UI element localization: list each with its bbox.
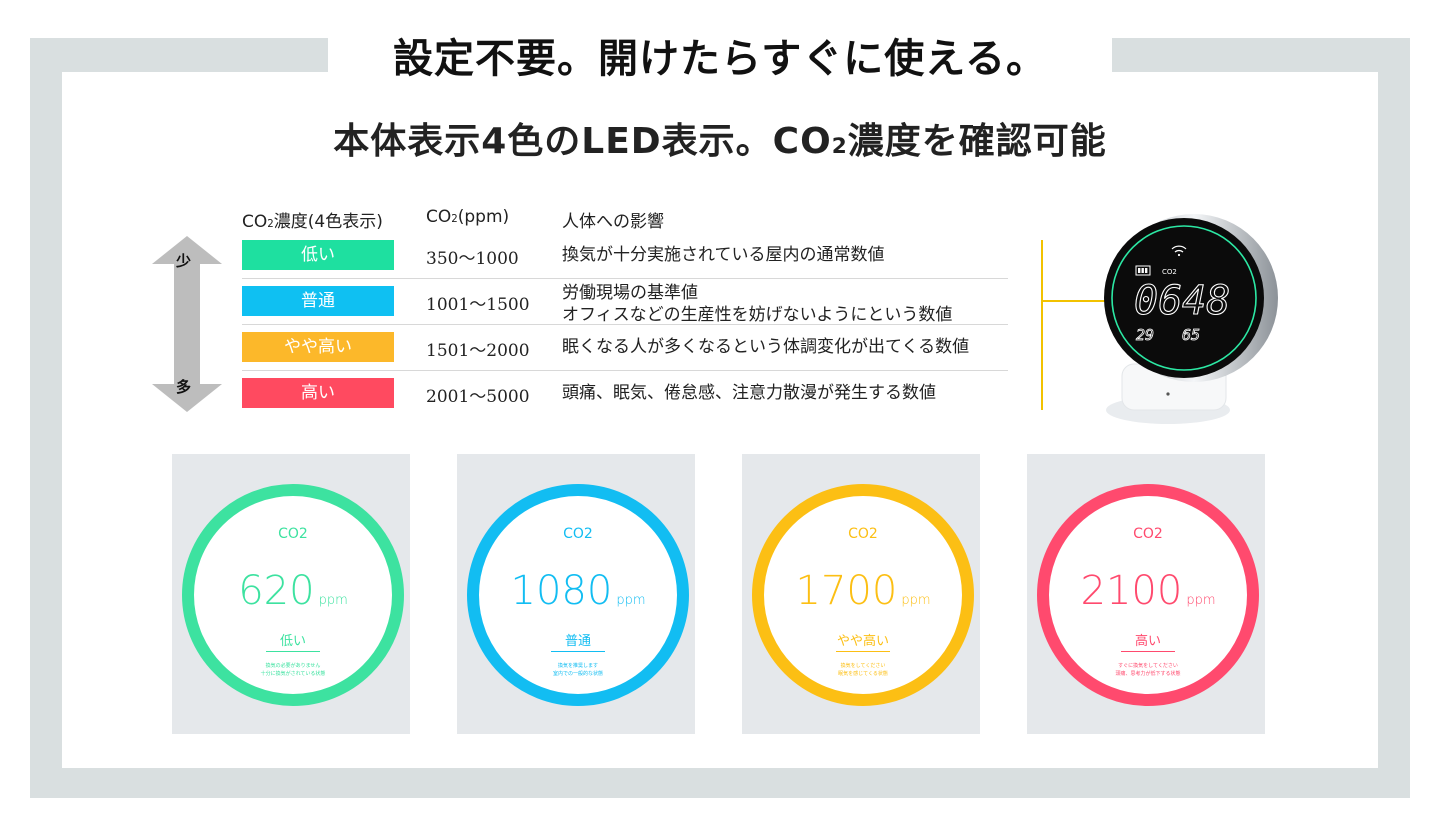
effect-line-1: 換気が十分実施されている屋内の通常数値 <box>562 245 885 265</box>
level-pill-low: 低い <box>242 240 394 270</box>
card-level: 普通 <box>564 634 591 649</box>
card-unit: ppm <box>616 593 646 608</box>
card-co2-label: CO2 <box>848 526 878 542</box>
card-level-underline <box>1121 651 1175 652</box>
co2-card-high: CO2 2100 ppm 高い すぐに換気をしてください 頭痛、思考力が低下する状態 <box>1027 454 1265 734</box>
card-note: 換気の必要がありません 十分に換気がされている状態 <box>224 662 362 678</box>
title-backdrop <box>328 22 1112 84</box>
header-co2-ppm: CO2(ppm) <box>426 207 509 227</box>
table-row: 普通 1001〜1500 労働現場の基準値 オフィスなどの生産性を妨げないように… <box>242 283 1008 326</box>
co2-card-low: CO2 620 ppm 低い 換気の必要がありません 十分に換気がされている状態 <box>172 454 410 734</box>
ppm-range: 1501〜2000 <box>426 341 530 361</box>
effect-line-1: 眠くなる人が多くなるという体調変化が出てくる数値 <box>562 337 970 357</box>
card-note-line-1: 換気を推奨します <box>557 663 598 669</box>
ppm-range: 2001〜5000 <box>426 387 530 407</box>
ppm-range: 350〜1000 <box>426 249 519 269</box>
co2-card-slightly-high: CO2 1700 ppm やや高い 換気をしてください 眠気を感じてくる状態 <box>742 454 980 734</box>
card-value-line: 2100 ppm <box>1049 568 1247 614</box>
subtitle-prefix: 本体表示4色のLED表示。CO <box>333 121 832 162</box>
device-co2-label: CO2 <box>1162 268 1177 276</box>
ppm-range: 1001〜1500 <box>426 295 530 315</box>
card-note-line-1: 換気をしてください <box>840 663 886 669</box>
co2-card-normal: CO2 1080 ppm 普通 換気を推奨します 室内での一般的な状態 <box>457 454 695 734</box>
card-note-line-2: 眠気を感じてくる状態 <box>838 671 888 677</box>
card-note: 換気をしてください 眠気を感じてくる状態 <box>794 662 932 678</box>
card-level-underline <box>551 651 605 652</box>
row-divider <box>242 370 1008 371</box>
co2-ring: CO2 1700 ppm やや高い 換気をしてください 眠気を感じてくる状態 <box>752 484 974 706</box>
header-co2-ppm-prefix: CO <box>426 207 452 227</box>
card-level: 高い <box>1134 634 1161 649</box>
co2-ring: CO2 1080 ppm 普通 換気を推奨します 室内での一般的な状態 <box>467 484 689 706</box>
subtitle-subscript: 2 <box>831 134 848 159</box>
device-humidity: 65 <box>1182 326 1200 344</box>
device-temperature: 29 <box>1136 326 1154 344</box>
card-note: すぐに換気をしてください 頭痛、思考力が低下する状態 <box>1079 662 1217 678</box>
co2-monitor-device: CO2 0648 29 65 <box>1104 214 1278 424</box>
header-co2-level-sub: 2 <box>267 219 274 230</box>
effect-text: 労働現場の基準値 オフィスなどの生産性を妨げないようにという数値 <box>562 282 952 326</box>
card-unit: ppm <box>318 593 348 608</box>
card-value: 2100 <box>1080 568 1183 614</box>
effect-line-2: オフィスなどの生産性を妨げないようにという数値 <box>562 305 953 325</box>
header-co2-ppm-suffix: (ppm) <box>457 207 510 227</box>
card-value-line: 1700 ppm <box>764 568 962 614</box>
header-co2-level-suffix: 濃度(4色表示) <box>273 212 383 232</box>
device-reading: 0648 <box>1134 278 1230 324</box>
row-divider <box>242 278 1008 279</box>
row-divider <box>242 324 1008 325</box>
card-note-line-1: すぐに換気をしてください <box>1118 663 1178 669</box>
header-effect: 人体への影響 <box>562 212 664 232</box>
co2-ring: CO2 2100 ppm 高い すぐに換気をしてください 頭痛、思考力が低下する状態 <box>1037 484 1259 706</box>
card-level: やや高い <box>836 634 889 649</box>
card-unit: ppm <box>1186 593 1216 608</box>
card-co2-label: CO2 <box>563 526 593 542</box>
card-value: 1080 <box>510 568 613 614</box>
header-co2-level: CO2濃度(4色表示) <box>242 207 383 232</box>
page-title: 設定不要。開けたらすぐに使える。 <box>393 36 1047 82</box>
card-level-underline <box>266 651 320 652</box>
table-row: 高い 2001〜5000 頭痛、眠気、倦怠感、注意力散漫が発生する数値 <box>242 378 1008 418</box>
table-row: 低い 350〜1000 換気が十分実施されている屋内の通常数値 <box>242 240 1008 280</box>
effect-text: 眠くなる人が多くなるという体調変化が出てくる数値 <box>562 336 969 358</box>
card-note-line-2: 室内での一般的な状態 <box>552 671 603 677</box>
effect-line-1: 労働現場の基準値 <box>562 283 698 303</box>
connector-line-horizontal <box>1043 300 1113 302</box>
card-level-underline <box>836 651 890 652</box>
card-value: 620 <box>238 568 315 614</box>
co2-ring: CO2 620 ppm 低い 換気の必要がありません 十分に換気がされている状態 <box>182 484 404 706</box>
effect-text: 換気が十分実施されている屋内の通常数値 <box>562 244 885 266</box>
level-pill-slightly-high: やや高い <box>242 332 394 362</box>
card-co2-label: CO2 <box>1133 526 1163 542</box>
card-co2-label: CO2 <box>278 526 308 542</box>
level-arrow-icon <box>152 236 222 412</box>
card-value-line: 620 ppm <box>194 568 392 614</box>
card-unit: ppm <box>901 593 931 608</box>
header-co2-ppm-sub: 2 <box>451 214 458 225</box>
arrow-label-low: 少 <box>176 252 192 270</box>
card-note-line-2: 十分に換気がされている状態 <box>260 671 326 677</box>
card-value: 1700 <box>795 568 898 614</box>
connector-line-vertical <box>1041 240 1043 410</box>
subtitle-suffix: 濃度を確認可能 <box>847 121 1107 162</box>
header-co2-level-prefix: CO <box>242 212 268 232</box>
effect-text: 頭痛、眠気、倦怠感、注意力散漫が発生する数値 <box>562 382 936 404</box>
arrow-label-high: 多 <box>176 378 192 396</box>
table-row: やや高い 1501〜2000 眠くなる人が多くなるという体調変化が出てくる数値 <box>242 332 1008 372</box>
effect-line-1: 頭痛、眠気、倦怠感、注意力散漫が発生する数値 <box>562 383 936 403</box>
level-pill-high: 高い <box>242 378 394 408</box>
card-value-line: 1080 ppm <box>479 568 677 614</box>
card-note-line-1: 換気の必要がありません <box>265 663 321 669</box>
level-pill-normal: 普通 <box>242 286 394 316</box>
page-subtitle: 本体表示4色のLED表示。CO2濃度を確認可能 <box>0 112 1440 164</box>
card-note-line-2: 頭痛、思考力が低下する状態 <box>1115 671 1181 677</box>
card-note: 換気を推奨します 室内での一般的な状態 <box>509 662 647 678</box>
card-level: 低い <box>279 634 306 649</box>
